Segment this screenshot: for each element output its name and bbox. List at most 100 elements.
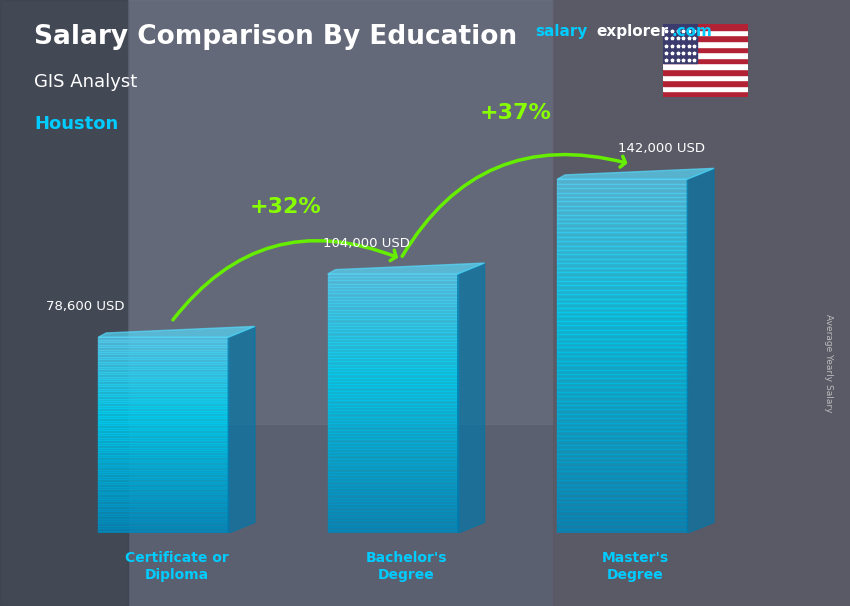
Bar <box>663 69 748 75</box>
Polygon shape <box>98 528 228 531</box>
Polygon shape <box>98 376 228 379</box>
Polygon shape <box>327 456 457 459</box>
Polygon shape <box>558 250 687 255</box>
Text: 142,000 USD: 142,000 USD <box>618 142 705 155</box>
Polygon shape <box>98 369 228 371</box>
Polygon shape <box>558 361 687 365</box>
Polygon shape <box>558 321 687 325</box>
Polygon shape <box>98 364 228 367</box>
Polygon shape <box>327 514 457 517</box>
Polygon shape <box>558 422 687 427</box>
Polygon shape <box>558 489 687 493</box>
Polygon shape <box>327 465 457 468</box>
Polygon shape <box>327 462 457 465</box>
Polygon shape <box>98 509 228 511</box>
Polygon shape <box>327 446 457 449</box>
Polygon shape <box>327 407 457 410</box>
Polygon shape <box>558 276 687 281</box>
Bar <box>0 0 128 606</box>
Bar <box>663 75 748 80</box>
Polygon shape <box>98 401 228 404</box>
Text: Average Yearly Salary: Average Yearly Salary <box>824 315 833 413</box>
Polygon shape <box>558 295 687 299</box>
Polygon shape <box>558 370 687 374</box>
Polygon shape <box>327 420 457 423</box>
Polygon shape <box>327 436 457 439</box>
Polygon shape <box>558 387 687 391</box>
Polygon shape <box>98 442 228 445</box>
Polygon shape <box>558 193 687 197</box>
Polygon shape <box>558 410 687 414</box>
Polygon shape <box>327 391 457 394</box>
Polygon shape <box>98 519 228 521</box>
Polygon shape <box>558 197 687 201</box>
Polygon shape <box>98 391 228 394</box>
Bar <box>663 24 748 30</box>
Polygon shape <box>327 475 457 478</box>
Polygon shape <box>327 368 457 371</box>
Polygon shape <box>327 316 457 319</box>
Polygon shape <box>558 511 687 516</box>
Polygon shape <box>327 290 457 293</box>
Polygon shape <box>98 408 228 411</box>
Polygon shape <box>687 168 714 533</box>
Polygon shape <box>558 498 687 502</box>
Polygon shape <box>558 516 687 520</box>
Polygon shape <box>98 440 228 442</box>
Polygon shape <box>98 487 228 489</box>
Polygon shape <box>98 499 228 501</box>
Polygon shape <box>98 491 228 494</box>
Polygon shape <box>98 482 228 484</box>
Text: Houston: Houston <box>34 115 118 133</box>
Polygon shape <box>98 399 228 401</box>
Polygon shape <box>558 268 687 272</box>
Polygon shape <box>327 530 457 533</box>
Polygon shape <box>558 507 687 511</box>
Polygon shape <box>327 416 457 420</box>
Polygon shape <box>327 394 457 397</box>
Polygon shape <box>98 381 228 384</box>
Polygon shape <box>327 491 457 494</box>
Polygon shape <box>558 237 687 241</box>
Bar <box>552 0 850 606</box>
Polygon shape <box>558 224 687 228</box>
Polygon shape <box>327 478 457 481</box>
Bar <box>663 47 748 52</box>
Polygon shape <box>98 494 228 496</box>
Polygon shape <box>558 449 687 454</box>
Polygon shape <box>98 384 228 386</box>
Bar <box>663 41 748 47</box>
Polygon shape <box>98 413 228 416</box>
Polygon shape <box>327 274 457 277</box>
Polygon shape <box>98 406 228 408</box>
Polygon shape <box>98 445 228 448</box>
Polygon shape <box>558 308 687 312</box>
Polygon shape <box>327 329 457 332</box>
Polygon shape <box>98 355 228 357</box>
Text: salary: salary <box>536 24 588 39</box>
Text: .com: .com <box>672 24 712 39</box>
Polygon shape <box>98 352 228 355</box>
Polygon shape <box>558 343 687 347</box>
Text: Certificate or
Diploma: Certificate or Diploma <box>125 551 229 582</box>
Polygon shape <box>98 516 228 519</box>
Polygon shape <box>98 524 228 526</box>
Bar <box>663 86 748 92</box>
Polygon shape <box>558 347 687 352</box>
Polygon shape <box>558 285 687 290</box>
Polygon shape <box>327 397 457 401</box>
Polygon shape <box>98 430 228 433</box>
Polygon shape <box>558 485 687 489</box>
Polygon shape <box>327 263 484 274</box>
Polygon shape <box>457 263 484 533</box>
Polygon shape <box>558 378 687 383</box>
Polygon shape <box>98 345 228 347</box>
Polygon shape <box>327 310 457 313</box>
Polygon shape <box>558 330 687 334</box>
Polygon shape <box>327 339 457 342</box>
Polygon shape <box>558 281 687 285</box>
Polygon shape <box>327 326 457 329</box>
Polygon shape <box>98 521 228 524</box>
Polygon shape <box>98 465 228 467</box>
Polygon shape <box>98 511 228 514</box>
